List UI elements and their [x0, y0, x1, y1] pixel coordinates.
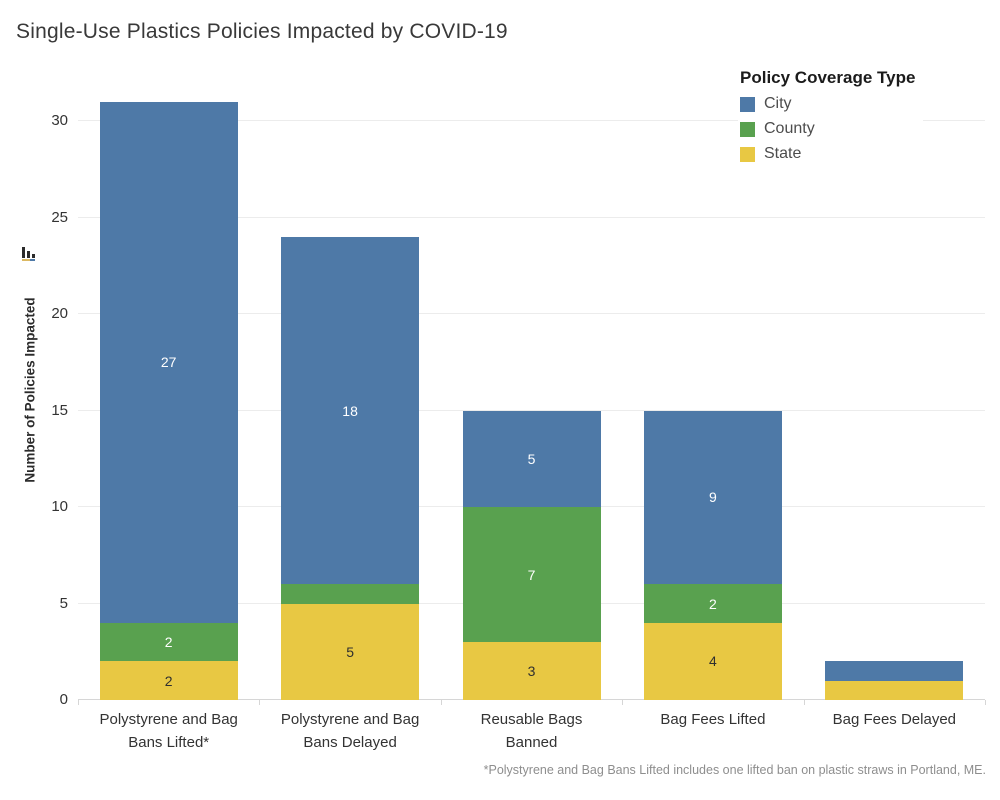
legend-label: County [764, 120, 815, 137]
bar-value-label: 2 [164, 634, 173, 651]
plot-area: 2 2 27 5 18 3 7 5 4 2 9 [78, 68, 986, 705]
bar-value-label: 7 [527, 566, 536, 583]
x-category-label-4: Bag Fees Lifted [623, 708, 803, 731]
x-category-label-line: Banned [505, 734, 558, 752]
bar-value-label: 3 [527, 663, 536, 680]
chart-title: Single-Use Plastics Policies Impacted by… [16, 20, 508, 43]
legend-title: Policy Coverage Type [740, 68, 916, 87]
x-category-label-line: Bans Delayed [303, 734, 397, 752]
y-tick-label-20: 20 [51, 305, 68, 323]
bar-2: 5 18 [281, 68, 420, 700]
sort-bar-short [32, 254, 35, 258]
sort-descending-icon[interactable] [22, 245, 36, 261]
x-axis-tick [259, 700, 261, 705]
sort-bar-tall [22, 247, 25, 258]
x-axis-tick [622, 700, 624, 705]
bar-segment-city-3[interactable]: 5 [462, 410, 601, 508]
legend: Policy Coverage Type City County State [738, 66, 924, 174]
bar-5 [825, 68, 964, 700]
bar-1: 2 2 27 [99, 68, 238, 700]
bar-value-label: 4 [708, 653, 717, 670]
bar-segment-city-5[interactable] [825, 661, 964, 681]
bar-value-label: 5 [527, 450, 536, 467]
x-category-label-line: Bans Lifted* [128, 734, 210, 752]
gridline-25 [78, 216, 985, 218]
legend-items: City County State [740, 95, 915, 163]
x-axis-tick [985, 700, 986, 705]
legend-item-city[interactable]: City [740, 95, 915, 113]
x-category-label-line: Polystyrene and Bag [99, 711, 238, 728]
bar-value-label: 5 [346, 643, 354, 660]
x-axis-tick [803, 700, 805, 705]
bar-segment-county-4[interactable]: 2 [643, 584, 782, 623]
sort-bar-medium [27, 251, 30, 258]
x-category-label-5: Bag Fees Delayed [804, 708, 984, 731]
legend-swatch-state [740, 146, 755, 162]
gridline-20 [78, 313, 985, 315]
y-tick-label-10: 10 [51, 498, 68, 516]
bar-segment-county-3[interactable]: 7 [462, 507, 601, 643]
y-tick-label-25: 25 [51, 208, 68, 226]
gridline-30 [78, 120, 985, 122]
legend-label: City [764, 95, 792, 112]
legend-item-state[interactable]: State [740, 145, 915, 163]
bar-value-label: 18 [342, 402, 358, 419]
y-tick-label-30: 30 [51, 112, 68, 130]
legend-item-county[interactable]: County [740, 120, 915, 138]
footnote: *Polystyrene and Bag Bans Lifted include… [483, 763, 986, 777]
x-category-label-line: Bag Fees Delayed [832, 711, 956, 728]
bar-value-label: 2 [708, 595, 717, 612]
bar-value-label: 9 [708, 489, 717, 506]
legend-swatch-city [740, 96, 755, 112]
bar-segment-county-1[interactable]: 2 [99, 622, 238, 662]
bar-segment-state-3[interactable]: 3 [462, 642, 601, 700]
bar-segment-city-1[interactable]: 27 [99, 101, 238, 623]
x-category-label-line: Polystyrene and Bag [280, 711, 420, 728]
gridline-15 [78, 409, 985, 411]
bar-3: 3 7 5 [462, 68, 601, 700]
bar-segment-state-1[interactable]: 2 [99, 661, 238, 700]
x-category-label-2: Polystyrene and Bag Bans Delayed [260, 708, 440, 755]
bar-value-label: 2 [164, 672, 173, 689]
x-axis-tick [440, 700, 442, 705]
y-tick-label-15: 15 [51, 401, 68, 419]
x-axis-tick [78, 700, 79, 705]
y-axis-title: Number of Policies Impacted [22, 297, 38, 483]
sort-icon-baseline [22, 259, 35, 261]
bar-4: 4 2 9 [643, 68, 782, 700]
legend-swatch-county [740, 121, 755, 137]
x-category-label-line: Reusable Bags [480, 711, 583, 728]
bar-segment-state-5[interactable] [825, 680, 964, 700]
x-category-label-1: Polystyrene and Bag Bans Lifted* [79, 708, 259, 755]
legend-label: State [764, 145, 802, 162]
y-tick-label-5: 5 [59, 594, 68, 612]
x-category-label-3: Reusable Bags Banned [442, 708, 622, 755]
x-category-label-line: Bag Fees Lifted [660, 711, 766, 728]
y-tick-label-0: 0 [59, 691, 68, 708]
bar-segment-city-4[interactable]: 9 [643, 410, 782, 585]
bar-segment-city-2[interactable]: 18 [281, 236, 420, 585]
bar-segment-county-2[interactable] [281, 584, 420, 604]
bar-segment-state-4[interactable]: 4 [643, 622, 782, 700]
bar-segment-state-2[interactable]: 5 [281, 603, 420, 700]
bar-value-label: 27 [160, 354, 177, 371]
